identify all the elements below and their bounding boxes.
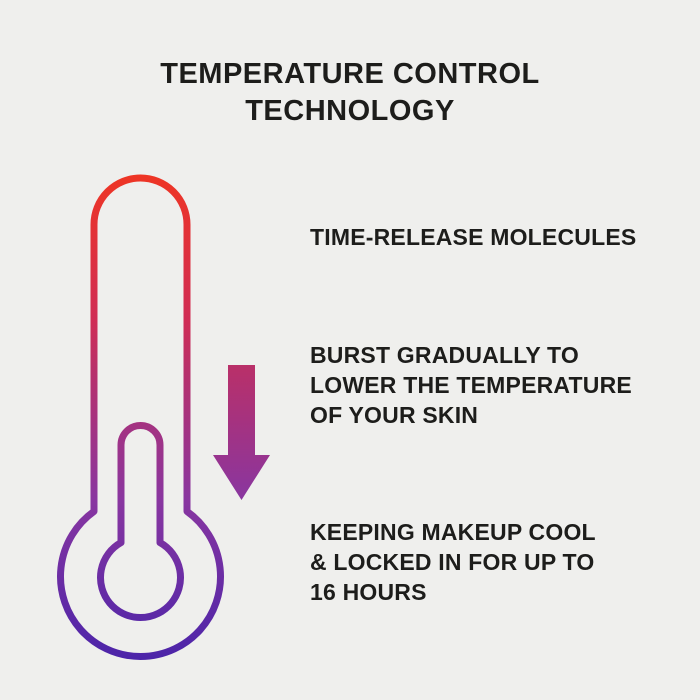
- page-title-line: TECHNOLOGY: [245, 95, 455, 127]
- thermometer-mercury-icon: [97, 422, 184, 622]
- text-line: BURST GRADUALLY TO: [310, 342, 579, 368]
- text-block-time-release: TIME-RELEASE MOLECULES: [310, 222, 670, 252]
- text-line: KEEPING MAKEUP COOL: [310, 519, 596, 545]
- text-line: 16 HOURS: [310, 579, 427, 605]
- text-block-keeping-cool: KEEPING MAKEUP COOL & LOCKED IN FOR UP T…: [310, 517, 670, 607]
- text-line: LOWER THE TEMPERATURE: [310, 372, 632, 398]
- text-block-burst-gradually: BURST GRADUALLY TO LOWER THE TEMPERATURE…: [310, 340, 670, 430]
- thermometer-outline-icon: [57, 174, 224, 660]
- text-line: OF YOUR SKIN: [310, 402, 479, 428]
- down-arrow-icon: [213, 365, 270, 500]
- text-line: TIME-RELEASE MOLECULES: [310, 224, 637, 250]
- page-title: TEMPERATURE CONTROL TECHNOLOGY: [0, 56, 700, 130]
- page-title-line: TEMPERATURE CONTROL: [160, 58, 540, 90]
- text-line: & LOCKED IN FOR UP TO: [310, 549, 595, 575]
